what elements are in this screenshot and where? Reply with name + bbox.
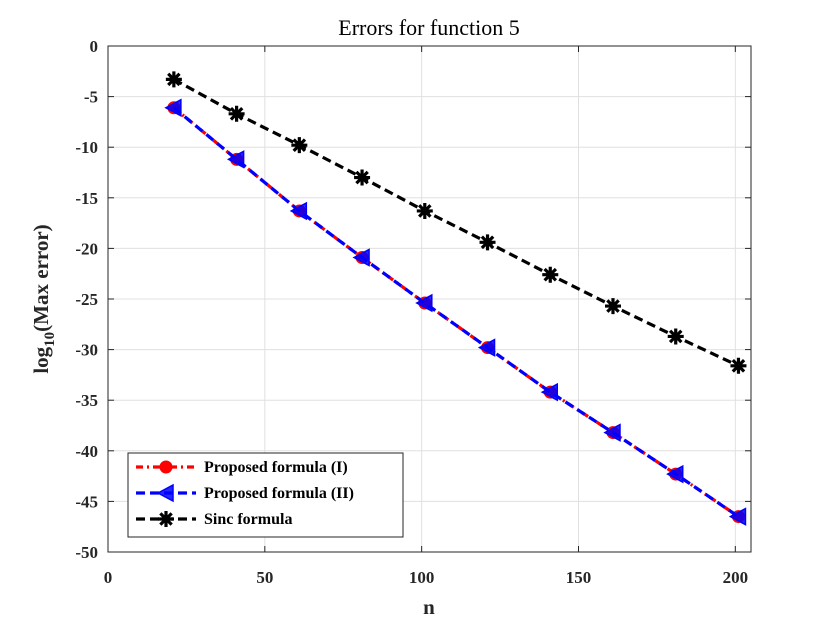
data-point	[728, 507, 747, 526]
y-axis-label-rest: (Max error)	[29, 224, 53, 331]
y-tick-label: 0	[90, 37, 99, 56]
y-axis-label-main: log	[29, 346, 53, 373]
series-3	[165, 71, 747, 374]
y-tick-label: -40	[75, 442, 98, 461]
data-point	[291, 137, 308, 154]
legend-marker	[156, 483, 174, 503]
data-point	[730, 357, 747, 374]
chart-title: Errors for function 5	[338, 15, 519, 40]
legend-marker	[159, 460, 173, 474]
y-tick-label: -20	[75, 239, 98, 258]
data-point	[477, 338, 496, 357]
x-axis-label: n	[423, 595, 435, 619]
y-axis-label-subscript: 10	[42, 332, 58, 347]
data-point	[416, 202, 433, 219]
series-line	[173, 77, 740, 368]
legend-box	[127, 452, 404, 538]
x-tick-label: 50	[256, 568, 273, 587]
y-tick-label: -25	[75, 290, 98, 309]
x-tick-label: 200	[723, 568, 749, 587]
data-point	[227, 150, 245, 169]
y-tick-label: -45	[75, 492, 98, 511]
x-axis: 0 50 100 150 200	[104, 46, 748, 587]
y-tick-label: -50	[75, 543, 98, 562]
legend-marker	[158, 511, 174, 527]
data-point	[164, 98, 182, 117]
data-point	[540, 382, 559, 402]
x-tick-label: 100	[409, 568, 435, 587]
data-point	[666, 464, 684, 484]
y-tick-label: -10	[75, 138, 98, 157]
data-point	[352, 248, 370, 267]
data-point	[603, 423, 621, 442]
data-point	[415, 293, 433, 313]
series-group	[164, 71, 747, 526]
x-tick-label: 0	[104, 568, 113, 587]
y-tick-label: -5	[84, 88, 98, 107]
y-tick-label: -15	[75, 189, 98, 208]
data-point	[542, 266, 559, 283]
y-tick-label: -30	[75, 341, 98, 360]
legend-label: Proposed formula (I)	[204, 459, 348, 476]
y-axis: 0 -5 -10 -15 -20 -25 -30 -35 -40 -45 -50	[75, 37, 751, 562]
data-point	[667, 328, 684, 345]
legend-label: Proposed formula (II)	[204, 485, 354, 502]
data-point	[289, 201, 308, 221]
series-line	[172, 106, 740, 518]
data-point	[479, 234, 496, 251]
x-tick-label: 150	[566, 568, 592, 587]
data-point	[604, 298, 621, 315]
data-point	[228, 105, 245, 122]
y-axis-label: log10(Max error)	[29, 224, 58, 373]
y-tick-label: -35	[75, 391, 98, 410]
data-point	[165, 71, 182, 88]
data-point	[354, 169, 371, 186]
series-2	[164, 98, 747, 526]
legend: Proposed formula (I) Proposed formula (II…	[127, 452, 404, 538]
legend-label: Sinc formula	[204, 511, 292, 528]
series-line	[172, 106, 740, 518]
